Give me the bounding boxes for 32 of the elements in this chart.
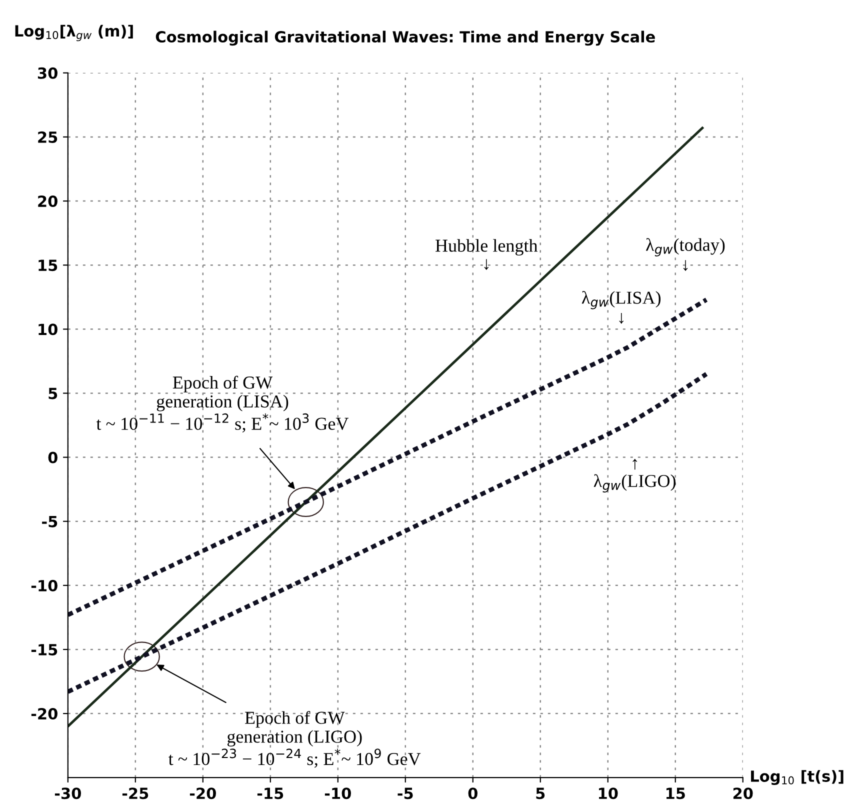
text: ↑ λ$_{gw}$(LIGO) — [594, 458, 676, 492]
y-tick-label: -20 — [31, 708, 58, 720]
x-tick-label: 20 — [733, 788, 753, 800]
y-tick-label: 0 — [48, 452, 58, 464]
x-tick-label: 5 — [536, 788, 545, 800]
x-tick-label: 15 — [666, 788, 685, 800]
y-tick-label: 10 — [38, 324, 58, 336]
text: Epoch of GW generation (LISA) t ~ 10$^{−11}$ − 10$^{−12}$ s; E$^{*}$~ 10$^{3}$ GeV — [96, 376, 349, 432]
annotation: λ$_{gw}$(LISA) ↓ — [582, 290, 661, 324]
y-tick-label: -10 — [31, 580, 58, 592]
y-axis-title: Log$_{10}$[λ$_{gw}$ (m)] — [15, 24, 133, 42]
x-axis-title: Log$_{10}$ [t(s)] — [751, 770, 844, 786]
y-tick-label: 5 — [48, 388, 58, 400]
x-tick-label: -5 — [398, 788, 413, 800]
x-tick-label: 10 — [598, 788, 618, 800]
text: Epoch of GW generation (LIGO) t ~ 10$^{−23}$ − 10$^{−24}$ s; E$^{*}$~ 10$^{9}$ GeV — [168, 711, 421, 768]
annotation: λ$_{gw}$(today) ↓ — [646, 238, 725, 271]
y-tick-label: 30 — [38, 67, 58, 79]
chart-title: Cosmological Gravitational Waves: Time and Energy Scale — [156, 30, 655, 46]
x-tick-label: 0 — [468, 788, 478, 800]
y-tick-label: 25 — [38, 131, 58, 143]
x-tick-label: -30 — [54, 788, 81, 800]
y-tick-label: -5 — [42, 516, 58, 528]
x-tick-label: -10 — [324, 788, 351, 800]
y-tick-label: 15 — [38, 260, 58, 272]
annotation: Hubble length ↓ — [436, 239, 538, 270]
x-tick-label: -20 — [190, 788, 216, 800]
y-tick-label: 20 — [38, 195, 58, 208]
y-tick-label: -15 — [31, 644, 58, 656]
x-tick-label: -15 — [257, 788, 284, 800]
line-series — [68, 372, 709, 694]
x-tick-label: -25 — [122, 788, 148, 800]
